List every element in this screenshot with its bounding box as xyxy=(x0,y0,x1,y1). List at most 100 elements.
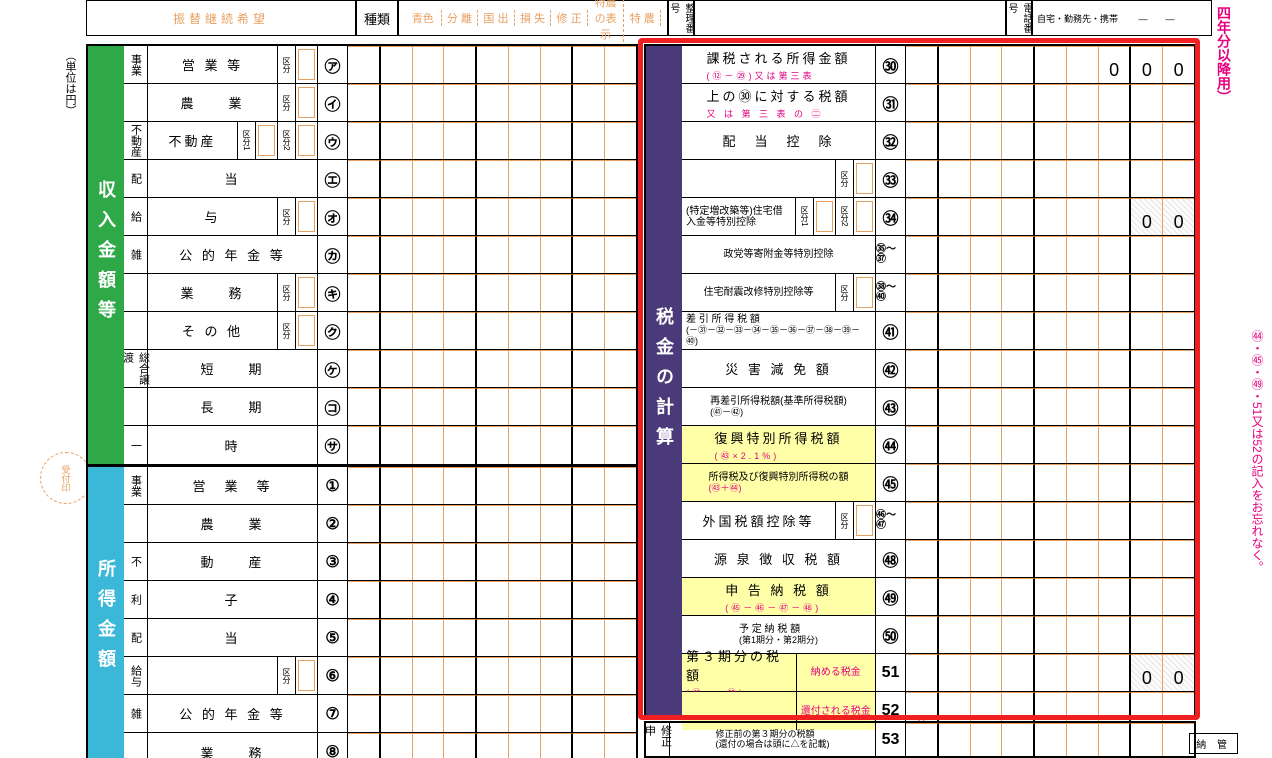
tax-row: 住宅耐震改修特別控除等区分㊳～㊵ xyxy=(682,274,1194,312)
amount-cells[interactable] xyxy=(348,467,636,504)
amount-cells[interactable] xyxy=(348,350,636,387)
amount-cells[interactable] xyxy=(348,581,636,618)
noukan-label: 納 管 xyxy=(1189,733,1238,754)
seiri-label: 整理番号 xyxy=(668,0,694,35)
amount-cells[interactable] xyxy=(906,540,1194,577)
income-row: 雑公 的 年 金 等㋕ xyxy=(124,236,636,274)
shotoku-row: 配当⑤ xyxy=(124,619,636,657)
shotoku-row: 給与区分⑥ xyxy=(124,657,636,695)
amount-cells[interactable] xyxy=(906,160,1194,197)
amount-cells[interactable] xyxy=(906,578,1194,615)
row-number: ① xyxy=(318,467,348,504)
transfer-request: 振替継続希望 xyxy=(86,0,356,35)
row-number: ㉛ xyxy=(876,84,906,121)
amount-cells[interactable] xyxy=(906,502,1194,539)
row-number: ⑦ xyxy=(318,695,348,732)
amount-cells[interactable] xyxy=(348,274,636,311)
amount-cells[interactable] xyxy=(906,84,1194,121)
amount-cells[interactable] xyxy=(348,657,636,694)
amount-cells[interactable] xyxy=(348,122,636,159)
row-marker: ㋙ xyxy=(318,388,348,425)
amount-cells[interactable] xyxy=(348,84,636,121)
amount-cells[interactable] xyxy=(906,464,1194,501)
row-label: 差 引 所 得 税 額(－㉛－㉜－㉝－㉞－㉟－㊱－㊲－㊳－㊴－㊵) xyxy=(682,312,876,349)
category-label: 不 xyxy=(124,543,148,580)
row-label: そ の 他 xyxy=(148,312,278,349)
row-label: 当 xyxy=(148,160,318,197)
income-row: 業 務区分㋖ xyxy=(124,274,636,312)
amount-cells[interactable] xyxy=(348,426,636,464)
row-number: ㉜ xyxy=(876,122,906,159)
amount-cells[interactable]: 00 xyxy=(906,654,1194,691)
category-label: 雑 xyxy=(124,236,148,273)
green-band: 収入金額等 xyxy=(88,46,124,464)
top-header-row: 振替継続希望 種類 青色 分 離 国 出 損 失 修 正 特農の表 示 特 農 … xyxy=(86,0,1212,36)
tax-row: 第３期分の税額(㊾ － ㊿)納める税金5100 xyxy=(682,654,1194,692)
amount-cells[interactable] xyxy=(348,733,636,758)
category-label: 配 xyxy=(124,160,148,197)
amount-cells[interactable] xyxy=(348,543,636,580)
amount-cells[interactable]: 000 xyxy=(906,46,1194,83)
amount-cells[interactable] xyxy=(906,274,1194,311)
row-label: 動 産 xyxy=(148,543,318,580)
shurui-label: 種類 xyxy=(356,0,398,35)
tax-row: 所得税及び復興特別所得税の額(㊸＋㊹)㊺ xyxy=(682,464,1194,502)
row-marker: ㋚ xyxy=(318,426,348,464)
amount-cells[interactable] xyxy=(906,236,1194,273)
row-label: 子 xyxy=(148,581,318,618)
phone-number[interactable]: 自宅・勤務先・携帯 — — xyxy=(1032,0,1212,35)
amount-cells[interactable] xyxy=(348,388,636,425)
amount-53[interactable] xyxy=(906,723,1194,756)
row-label: 営 業 等 xyxy=(148,467,318,504)
income-row: 一時㋚ xyxy=(124,426,636,464)
row-number: ㊺ xyxy=(876,464,906,501)
row-marker: ㋐ xyxy=(318,46,348,83)
row-label: 所得税及び復興特別所得税の額(㊸＋㊹) xyxy=(682,464,876,501)
amount-cells[interactable] xyxy=(906,388,1194,425)
row-number: ⑤ xyxy=(318,619,348,656)
row-label: 課税される所得金額(⑫－㉙)又は第三表 xyxy=(682,46,876,83)
blue-band: 所得金額 xyxy=(88,467,124,758)
amount-cells[interactable] xyxy=(906,312,1194,349)
amount-cells[interactable] xyxy=(906,426,1194,463)
amount-cells[interactable] xyxy=(906,616,1194,653)
row-marker: ㋗ xyxy=(318,312,348,349)
income-row: 配当㋓ xyxy=(124,160,636,198)
shotoku-row: 業 務⑧ xyxy=(124,733,636,758)
category-label: 事業 xyxy=(124,467,148,504)
income-row: 総合譲渡短 期㋘ xyxy=(124,350,636,388)
seiri-number-cells[interactable] xyxy=(694,0,1006,35)
income-row: そ の 他区分㋗ xyxy=(124,312,636,350)
amount-cells[interactable] xyxy=(348,236,636,273)
amount-cells[interactable] xyxy=(348,505,636,542)
row-label: (特定増改築等)住宅借入金等特別控除 xyxy=(682,198,796,235)
amount-cells[interactable] xyxy=(348,160,636,197)
amount-cells[interactable] xyxy=(348,619,636,656)
tax-row: 災 害 減 免 額㊷ xyxy=(682,350,1194,388)
shotoku-row: 不動 産③ xyxy=(124,543,636,581)
row-number: ㉞ xyxy=(876,198,906,235)
amount-cells[interactable] xyxy=(906,350,1194,387)
row-label: 業 務 xyxy=(148,733,318,758)
shotoku-section: 所得金額 事業営 業 等①農 業②不動 産③利子④配当⑤給与区分⑥雑公 的 年 … xyxy=(86,465,638,758)
row-number: ㊿ xyxy=(876,616,906,653)
amount-cells[interactable]: 00 xyxy=(906,198,1194,235)
row-label: 配 当 控 除 xyxy=(682,122,876,159)
shotoku-row: 農 業② xyxy=(124,505,636,543)
row-label: 業 務 xyxy=(148,274,278,311)
income-row: 給与区分㋔ xyxy=(124,198,636,236)
row-label: 上の㉚に対する税額又 は 第 三 表 の ㊁ xyxy=(682,84,876,121)
amount-cells[interactable] xyxy=(348,312,636,349)
tax-row: 復興特別所得税額(㊸×2.1%)㊹ xyxy=(682,426,1194,464)
row-number: 51 xyxy=(876,654,906,691)
amount-cells[interactable] xyxy=(348,198,636,235)
amount-cells[interactable] xyxy=(348,695,636,732)
row-label: 農 業 xyxy=(148,505,318,542)
left-panel: 収入金額等 事業営 業 等区分㋐農 業区分㋑不動産不動産区分1区分2㋒配当㋓給与… xyxy=(86,44,638,758)
row-marker: ㋒ xyxy=(318,122,348,159)
amount-cells[interactable] xyxy=(906,122,1194,159)
row-label: 与 xyxy=(148,198,278,235)
category-label: 給 xyxy=(124,198,148,235)
amount-cells[interactable] xyxy=(348,46,636,83)
category-label: 配 xyxy=(124,619,148,656)
